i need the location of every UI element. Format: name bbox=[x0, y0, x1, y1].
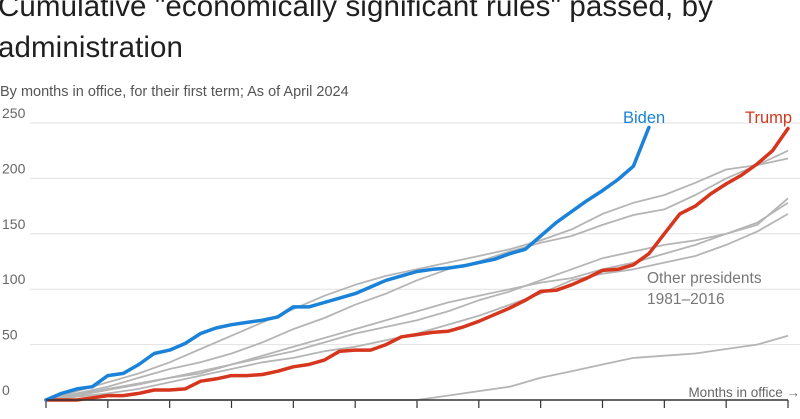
series-line-other bbox=[45, 149, 789, 401]
y-tick-label: 0 bbox=[2, 382, 10, 398]
y-tick-label: 200 bbox=[2, 160, 26, 176]
y-axis-ticks: 0 50 100 150 200 250 bbox=[2, 105, 26, 398]
y-tick-label: 50 bbox=[2, 327, 18, 343]
series-label-trump: Trump bbox=[745, 109, 792, 127]
chart-title: Cumulative "economically significant rul… bbox=[0, 0, 713, 64]
y-tick-label: 150 bbox=[2, 216, 26, 232]
series-lines bbox=[44, 125, 790, 402]
annotation-line-1: Other presidents bbox=[647, 270, 762, 287]
series-line-trump bbox=[44, 126, 790, 402]
gridlines bbox=[30, 122, 800, 346]
chart-subtitle: By months in office, for their first ter… bbox=[0, 84, 349, 100]
y-tick-label: 250 bbox=[2, 105, 26, 121]
annotation-other-presidents: Other presidents 1981–2016 bbox=[647, 270, 766, 308]
series-line-biden bbox=[44, 125, 651, 402]
x-axis-label: Months in office → bbox=[688, 385, 800, 400]
series-line-other bbox=[45, 157, 789, 401]
x-axis-ticks bbox=[45, 400, 789, 408]
y-tick-label: 100 bbox=[2, 271, 26, 287]
series-line-other bbox=[45, 197, 789, 401]
series-label-biden: Biden bbox=[623, 109, 665, 127]
annotation-line-2: 1981–2016 bbox=[647, 291, 725, 308]
